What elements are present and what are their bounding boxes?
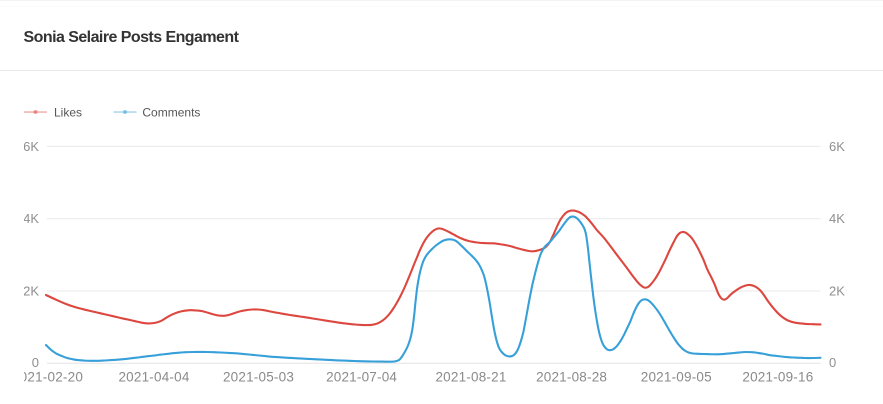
svg-text:6K: 6K	[829, 139, 845, 154]
svg-text:2021-09-16: 2021-09-16	[742, 369, 813, 384]
svg-text:2021-02-20: 2021-02-20	[24, 369, 83, 384]
svg-text:4K: 4K	[829, 211, 845, 226]
svg-text:2K: 2K	[829, 284, 845, 299]
svg-text:2021-08-28: 2021-08-28	[536, 369, 607, 384]
svg-text:2K: 2K	[24, 284, 39, 299]
svg-text:2021-09-05: 2021-09-05	[641, 369, 712, 384]
svg-text:6K: 6K	[24, 139, 39, 154]
svg-text:4K: 4K	[24, 211, 39, 226]
svg-text:0: 0	[829, 355, 836, 370]
svg-text:Likes: Likes	[54, 106, 82, 120]
svg-text:2021-05-03: 2021-05-03	[223, 369, 294, 384]
svg-text:0: 0	[32, 355, 39, 370]
svg-text:Comments: Comments	[142, 106, 200, 120]
svg-text:2021-07-04: 2021-07-04	[326, 369, 397, 384]
svg-text:2021-08-21: 2021-08-21	[435, 369, 506, 384]
svg-text:2021-04-04: 2021-04-04	[118, 369, 189, 384]
